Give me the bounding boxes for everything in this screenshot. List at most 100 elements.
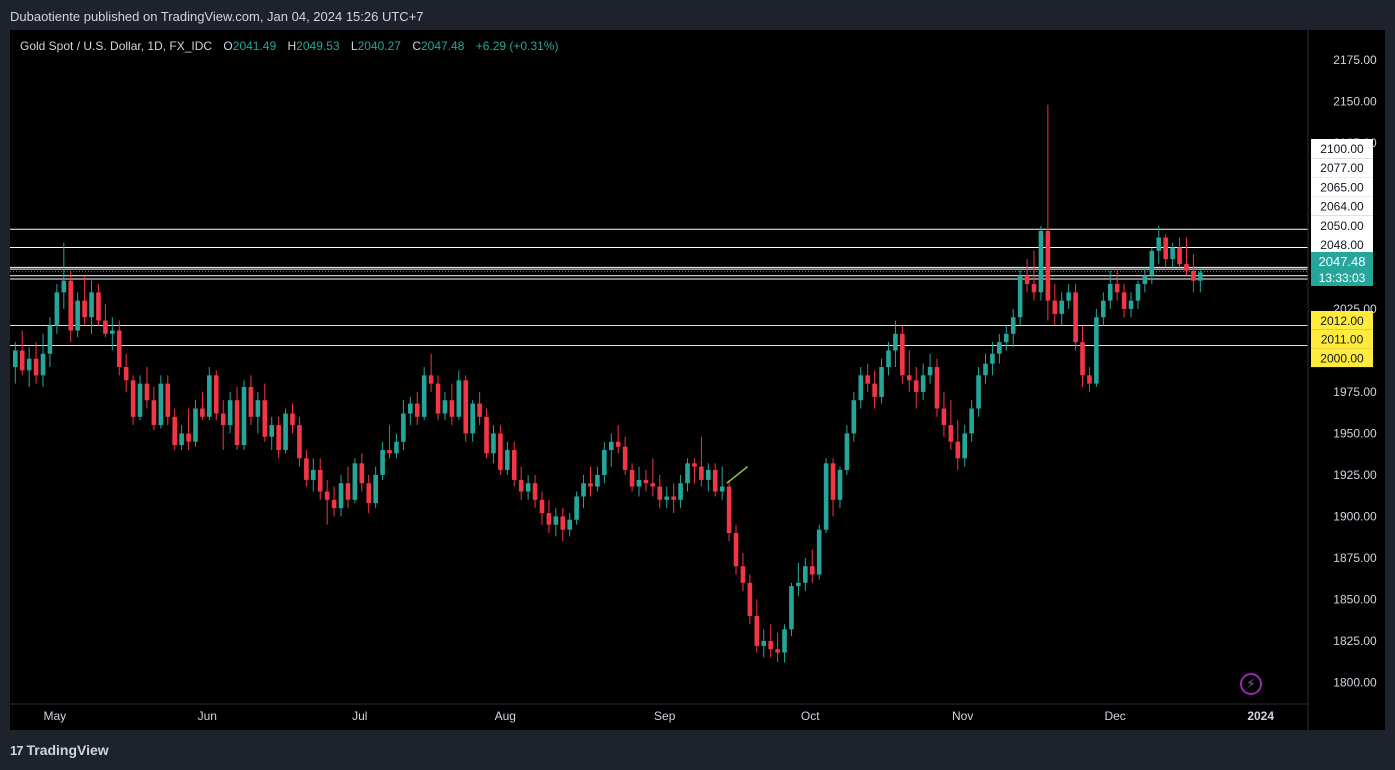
candle-body[interactable] <box>643 479 649 484</box>
candle-body[interactable] <box>671 496 676 500</box>
candle-body[interactable] <box>435 383 441 414</box>
candle-body[interactable] <box>477 403 482 417</box>
candle-body[interactable] <box>1003 333 1009 343</box>
candle-body[interactable] <box>456 380 462 417</box>
candle-body[interactable] <box>920 375 926 392</box>
candle-body[interactable] <box>983 363 988 376</box>
candle-body[interactable] <box>997 342 1002 354</box>
candle-body[interactable] <box>1101 300 1106 318</box>
candle-body[interactable] <box>123 367 129 381</box>
candle-body[interactable] <box>276 425 281 451</box>
candle-body[interactable] <box>1052 300 1058 314</box>
candle-body[interactable] <box>1149 250 1155 276</box>
candle-body[interactable] <box>560 516 566 530</box>
candle-body[interactable] <box>96 292 101 321</box>
candle-body[interactable] <box>13 350 18 368</box>
candle-body[interactable] <box>588 483 593 487</box>
candle-body[interactable] <box>1059 300 1065 314</box>
candle-body[interactable] <box>761 640 767 646</box>
candle-body[interactable] <box>1066 292 1071 301</box>
candle-body[interactable] <box>595 474 600 487</box>
candle-body[interactable] <box>338 483 344 509</box>
candle-body[interactable] <box>262 400 268 437</box>
candle-body[interactable] <box>962 433 968 459</box>
candle-body[interactable] <box>310 469 316 480</box>
candle-body[interactable] <box>207 375 212 417</box>
candle-body[interactable] <box>1142 275 1148 285</box>
candle-body[interactable] <box>706 469 711 480</box>
candle-body[interactable] <box>844 433 850 470</box>
candle-body[interactable] <box>54 292 60 326</box>
candle-body[interactable] <box>373 474 378 504</box>
candle-body[interactable] <box>816 529 822 575</box>
candle-body[interactable] <box>414 403 420 417</box>
candle-body[interactable] <box>82 300 87 318</box>
candle-body[interactable] <box>394 441 399 454</box>
candle-body[interactable] <box>331 499 337 509</box>
candle-body[interactable] <box>664 496 670 500</box>
candle-body[interactable] <box>193 408 198 442</box>
candle-body[interactable] <box>345 483 351 500</box>
candle-body[interactable] <box>255 400 261 417</box>
candle-body[interactable] <box>283 413 288 451</box>
candle-body[interactable] <box>747 582 753 617</box>
candle-body[interactable] <box>387 450 392 454</box>
candle-body[interactable] <box>726 486 732 534</box>
candle-body[interactable] <box>622 446 628 470</box>
candle-body[interactable] <box>830 463 836 500</box>
candle-body[interactable] <box>1121 292 1127 309</box>
candle-body[interactable] <box>754 616 760 646</box>
candle-body[interactable] <box>61 280 67 293</box>
candle-body[interactable] <box>608 441 614 451</box>
candle-body[interactable] <box>865 375 870 384</box>
candle-body[interactable] <box>47 325 53 354</box>
candle-body[interactable] <box>712 469 718 492</box>
candle-body[interactable] <box>103 320 108 334</box>
candle-body[interactable] <box>1024 275 1030 285</box>
candle-body[interactable] <box>872 383 877 397</box>
candle-body[interactable] <box>359 463 365 484</box>
candle-body[interactable] <box>574 496 579 520</box>
candle-body[interactable] <box>33 358 39 376</box>
candle-body[interactable] <box>796 582 801 587</box>
candle-body[interactable] <box>893 333 898 351</box>
candle-body[interactable] <box>498 433 503 470</box>
candle-body[interactable] <box>1128 300 1134 309</box>
candle-body[interactable] <box>511 450 517 480</box>
candle-body[interactable] <box>463 380 469 434</box>
candle-body[interactable] <box>68 280 74 331</box>
candle-body[interactable] <box>1184 264 1189 271</box>
candle-body[interactable] <box>906 375 912 381</box>
candle-body[interactable] <box>366 483 372 504</box>
candle-body[interactable] <box>1114 284 1120 293</box>
candle-body[interactable] <box>699 466 704 480</box>
candle-body[interactable] <box>449 400 455 417</box>
candle-body[interactable] <box>657 486 663 500</box>
candle-body[interactable] <box>1191 270 1196 281</box>
candle-body[interactable] <box>1156 237 1162 251</box>
candle-body[interactable] <box>719 486 725 492</box>
candle-body[interactable] <box>130 380 136 417</box>
candle-body[interactable] <box>553 516 559 525</box>
candle-body[interactable] <box>789 586 794 630</box>
candle-body[interactable] <box>491 433 496 454</box>
candle-body[interactable] <box>317 469 323 492</box>
candle-body[interactable] <box>518 479 524 492</box>
candle-body[interactable] <box>505 450 510 470</box>
candle-body[interactable] <box>1198 272 1203 281</box>
lightning-icon[interactable]: ⚡ <box>1240 673 1262 695</box>
candle-body[interactable] <box>581 483 586 497</box>
candle-body[interactable] <box>927 367 933 376</box>
candle-body[interactable] <box>241 386 247 446</box>
candle-body[interactable] <box>172 416 177 446</box>
candle-body[interactable] <box>144 383 150 401</box>
candle-body[interactable] <box>678 483 683 500</box>
candle-body[interactable] <box>1038 230 1044 293</box>
candle-body[interactable] <box>976 375 981 409</box>
candle-body[interactable] <box>186 433 191 442</box>
candle-body[interactable] <box>408 403 413 414</box>
candle-body[interactable] <box>151 400 157 426</box>
candle-body[interactable] <box>324 491 330 500</box>
candle-body[interactable] <box>886 350 891 368</box>
candle-body[interactable] <box>220 413 226 426</box>
